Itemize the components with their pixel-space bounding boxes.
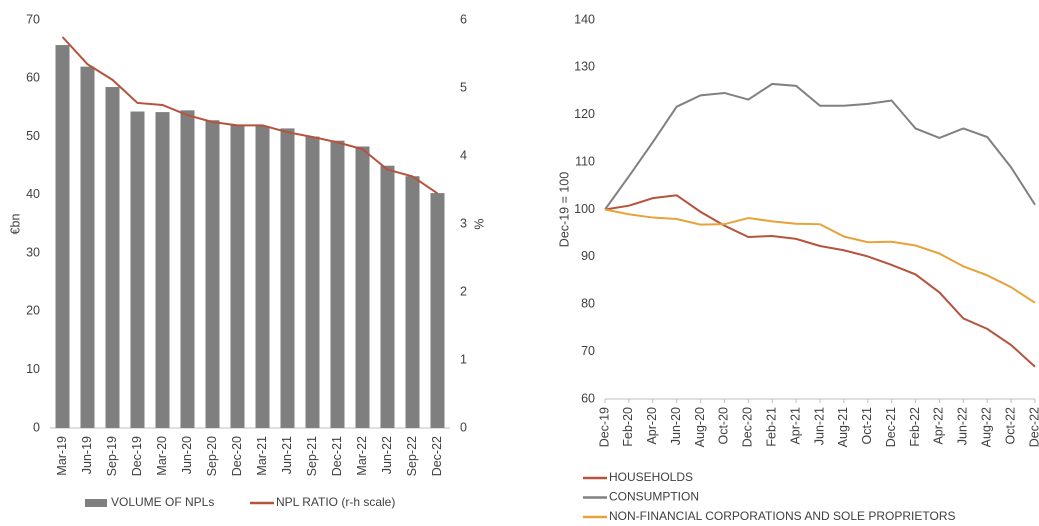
x-tick-label: Feb-20 xyxy=(621,407,635,447)
y2-tick-label: 4 xyxy=(460,148,467,162)
bar xyxy=(55,45,70,428)
x-tick-label: Jun-21 xyxy=(280,436,294,474)
bar xyxy=(280,128,295,428)
x-tick-label: Dec-19 xyxy=(130,436,144,476)
bar xyxy=(80,66,95,428)
y-tick-label: 70 xyxy=(581,344,595,358)
y2-tick-label: 0 xyxy=(460,420,467,434)
x-tick-label: Sep-21 xyxy=(305,436,319,476)
bar xyxy=(105,87,120,429)
bar xyxy=(430,193,445,428)
legend-swatch xyxy=(85,499,107,507)
x-tick-label: Jun-20 xyxy=(669,407,683,445)
bar xyxy=(155,112,170,428)
x-tick-label: Dec-21 xyxy=(330,436,344,476)
y-tick-label: 60 xyxy=(581,391,595,405)
y-tick-label: 20 xyxy=(26,304,40,318)
bar xyxy=(330,140,345,428)
bar xyxy=(130,111,145,428)
y-tick-label: 100 xyxy=(574,202,595,216)
line xyxy=(604,208,1036,304)
x-tick-label: Aug-21 xyxy=(836,407,850,447)
y-axis-label: Dec-19 = 100 xyxy=(557,172,571,247)
y2-axis-label: % xyxy=(472,218,486,229)
bar xyxy=(180,110,195,428)
x-tick-label: Aug-20 xyxy=(693,407,707,447)
x-tick-label: Feb-21 xyxy=(765,407,779,447)
y-tick-label: 40 xyxy=(26,187,40,201)
bar xyxy=(305,136,320,429)
line xyxy=(61,36,439,195)
x-tick-label: Mar-19 xyxy=(55,436,69,476)
x-tick-label: Apr-22 xyxy=(932,407,946,445)
y2-tick-label: 5 xyxy=(460,80,467,94)
x-tick-label: Dec-20 xyxy=(230,436,244,476)
legend-label: NPL RATIO (r-h scale) xyxy=(276,495,395,509)
y-tick-label: 50 xyxy=(26,129,40,143)
y-axis-label: €bn xyxy=(8,214,22,235)
x-tick-label: Dec-19 xyxy=(597,407,611,447)
x-tick-label: Dec-21 xyxy=(884,407,898,447)
y-tick-label: 30 xyxy=(26,245,40,259)
y2-tick-label: 1 xyxy=(460,352,467,366)
y-tick-label: 80 xyxy=(581,297,595,311)
x-tick-label: Oct-21 xyxy=(860,407,874,445)
x-tick-label: Mar-22 xyxy=(355,436,369,476)
x-tick-label: Dec-22 xyxy=(1027,407,1039,447)
y-tick-label: 130 xyxy=(574,60,595,74)
y2-tick-label: 2 xyxy=(460,284,467,298)
y-tick-label: 140 xyxy=(574,12,595,26)
legend-label: CONSUMPTION xyxy=(609,490,699,504)
x-tick-label: Mar-21 xyxy=(255,436,269,476)
x-tick-label: Jun-21 xyxy=(812,407,826,445)
y-tick-label: 10 xyxy=(26,362,40,376)
x-tick-label: Sep-19 xyxy=(105,436,119,476)
x-tick-label: Jun-22 xyxy=(956,407,970,445)
legend-label: VOLUME OF NPLs xyxy=(111,495,214,509)
x-tick-label: Apr-20 xyxy=(645,407,659,445)
y2-tick-label: 3 xyxy=(460,216,467,230)
y2-tick-label: 6 xyxy=(460,12,467,26)
y-tick-label: 110 xyxy=(575,154,595,168)
x-tick-label: Jun-19 xyxy=(80,436,94,474)
x-tick-label: Oct-20 xyxy=(717,407,731,445)
x-tick-label: Dec-22 xyxy=(430,436,444,476)
bar xyxy=(255,126,270,428)
line xyxy=(604,194,1036,368)
bar xyxy=(205,120,220,428)
y-tick-label: 0 xyxy=(33,420,40,434)
bar xyxy=(405,176,420,428)
x-tick-label: Aug-22 xyxy=(980,407,994,447)
x-tick-label: Sep-20 xyxy=(205,436,219,476)
x-tick-label: Mar-20 xyxy=(155,436,169,476)
x-tick-label: Jun-20 xyxy=(180,436,194,474)
bar xyxy=(230,124,245,429)
x-tick-label: Sep-22 xyxy=(405,436,419,476)
x-tick-label: Dec-20 xyxy=(741,407,755,447)
x-tick-label: Feb-22 xyxy=(908,407,922,447)
y-tick-label: 60 xyxy=(26,71,40,85)
x-tick-label: Oct-22 xyxy=(1003,407,1017,445)
x-tick-label: Apr-21 xyxy=(788,407,802,445)
y-tick-label: 70 xyxy=(26,12,40,26)
y-tick-label: 120 xyxy=(574,107,595,121)
bar xyxy=(355,146,370,429)
legend-label: NON-FINANCIAL CORPORATIONS AND SOLE PROP… xyxy=(609,509,956,523)
legend-label: HOUSEHOLDS xyxy=(609,470,693,484)
line xyxy=(604,82,1036,211)
bar xyxy=(380,165,395,428)
y-tick-label: 90 xyxy=(581,249,595,263)
x-tick-label: Jun-22 xyxy=(380,436,394,474)
